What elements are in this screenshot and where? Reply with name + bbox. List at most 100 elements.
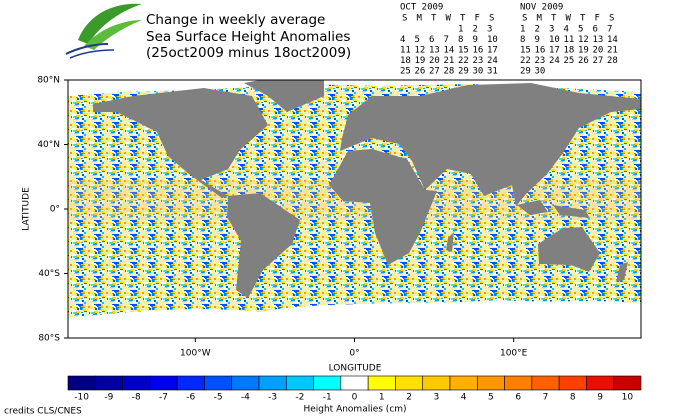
calendar-day: 8 <box>458 35 463 45</box>
colorbar-tick-label: -5 <box>214 393 223 403</box>
colorbar-tick-label: -10 <box>74 393 89 403</box>
greenland <box>244 80 324 112</box>
calendar-weekday: S <box>609 14 614 24</box>
calendar-day: 21 <box>444 56 455 66</box>
calendar-day: 28 <box>444 67 455 77</box>
colorbar-swatch <box>422 375 451 391</box>
calendar-day: 13 <box>429 46 440 56</box>
colorbar-swatch <box>449 375 478 391</box>
calendar-day: 10 <box>549 35 560 45</box>
colorbar-swatch <box>395 375 424 391</box>
x-tick-label: 0° <box>349 349 359 359</box>
colorbar-swatch <box>558 375 587 391</box>
y-tick-label: 40°N <box>37 140 60 150</box>
colorbar-tick-label: 9 <box>597 393 603 403</box>
calendar-day: 23 <box>473 56 484 66</box>
calendar-day: 6 <box>429 35 434 45</box>
calendar-day: 10 <box>487 35 498 45</box>
calendar-day: 8 <box>520 35 525 45</box>
islands <box>350 112 360 126</box>
calendar-day: 29 <box>520 67 531 77</box>
calendar-day: 25 <box>564 56 575 66</box>
colorbar-tick-label: -8 <box>132 393 141 403</box>
x-axis-label: LONGITUDE <box>329 364 382 374</box>
arctic-ice <box>68 80 641 96</box>
logo-swoosh <box>69 49 115 59</box>
calendar-day: 19 <box>415 56 426 66</box>
colorbar-tick-label: 5 <box>488 393 494 403</box>
calendar-weekday: F <box>595 14 600 24</box>
calendar-weekday: T <box>551 14 557 24</box>
calendar-day: 17 <box>549 46 560 56</box>
logo-leaf <box>78 3 142 44</box>
islands <box>616 262 628 282</box>
calendar-day: 28 <box>607 56 618 66</box>
axes: 100°W 0° 100°E 80°N 40°N 0° 40°S 80°S <box>37 76 527 359</box>
calendar-day: 31 <box>487 67 498 77</box>
africa <box>329 149 437 265</box>
logo-leaf <box>84 20 142 50</box>
logo-swoosh <box>65 43 109 55</box>
calendar-month: NOV 2009 <box>520 3 563 13</box>
calendar-day: 2 <box>473 25 478 35</box>
colorbar-tick-label: 6 <box>515 393 521 403</box>
colorbar-tick-label: 10 <box>622 393 634 403</box>
calendar-day: 9 <box>535 35 540 45</box>
title-line: Change in weekly average <box>146 12 325 28</box>
y-tick-label: 0° <box>50 205 60 215</box>
calendar-day: 3 <box>487 25 492 35</box>
calendar-day: 23 <box>535 56 546 66</box>
calendar-day: 1 <box>458 25 463 35</box>
antarctica <box>68 300 641 338</box>
x-tick-label: 100°E <box>500 349 528 359</box>
colorbar-swatch <box>176 375 205 391</box>
colorbar-tick-label: 2 <box>406 393 412 403</box>
y-tick-label: 80°S <box>38 334 60 344</box>
calendar-day: 20 <box>593 46 604 56</box>
colorbar-tick-label: -3 <box>268 393 277 403</box>
colorbar-swatch <box>94 375 123 391</box>
calendar-weekday: T <box>431 14 437 24</box>
calendar-day: 17 <box>487 46 498 56</box>
colorbar-swatch <box>313 375 342 391</box>
calendar-day: 18 <box>564 46 575 56</box>
calendar-day: 15 <box>458 46 469 56</box>
calendar-day: 3 <box>549 25 554 35</box>
calendar-weekday: S <box>402 14 407 24</box>
calendar-day: 15 <box>520 46 531 56</box>
logo <box>65 3 142 59</box>
calendar-month: OCT 2009 <box>400 3 443 13</box>
calendar-weekday: M <box>537 14 543 24</box>
colorbar-swatch <box>149 375 178 391</box>
colorbar-swatch <box>258 375 287 391</box>
colorbar-tick-label: 0 <box>352 393 358 403</box>
calendar-day: 6 <box>593 25 598 35</box>
australia <box>538 227 600 272</box>
eurasia <box>340 83 641 206</box>
calendar-day: 27 <box>593 56 604 66</box>
islands <box>553 205 590 218</box>
calendar-day: 1 <box>520 25 525 35</box>
y-tick-label: 80°N <box>37 76 60 86</box>
islands <box>446 232 454 252</box>
colorbar-tick-label: -6 <box>186 393 195 403</box>
colorbar-swatch <box>476 375 505 391</box>
colorbar-swatch <box>340 375 369 391</box>
colorbar-swatch <box>531 375 560 391</box>
colorbar-tick-label: 8 <box>570 393 576 403</box>
islands <box>517 200 548 215</box>
land <box>93 80 641 298</box>
calendar-day: 25 <box>400 67 411 77</box>
colorbar-tick-label: -2 <box>295 393 304 403</box>
calendar-day: 26 <box>415 67 426 77</box>
colorbar-tick-label: -9 <box>104 393 113 403</box>
calendar-weekday: W <box>566 14 572 24</box>
calendar-day: 13 <box>593 35 604 45</box>
y-axis-label: LATITUDE <box>22 187 32 231</box>
y-tick-label: 40°S <box>38 269 60 279</box>
calendar-day: 7 <box>607 25 612 35</box>
south-america <box>227 193 300 298</box>
calendar-day: 19 <box>578 46 589 56</box>
